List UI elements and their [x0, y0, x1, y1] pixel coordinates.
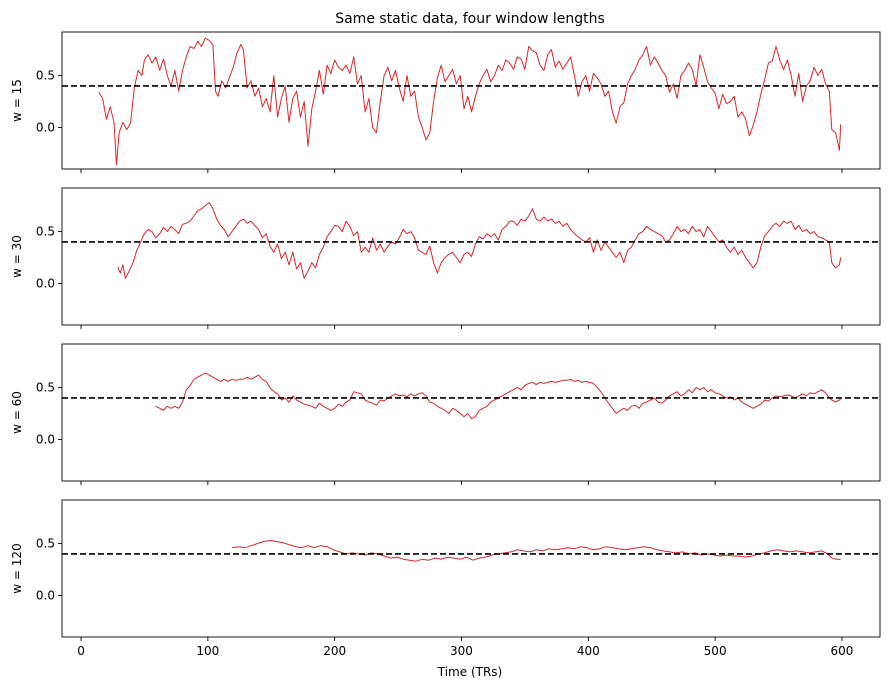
x-tick-label: 600 — [831, 644, 854, 658]
y-tick-label: 0.5 — [36, 69, 55, 83]
x-tick-label: 100 — [196, 644, 219, 658]
chart-title: Same static data, four window lengths — [335, 11, 605, 27]
y-axis-label: w = 120 — [10, 543, 24, 593]
axes-frame — [61, 187, 881, 326]
y-tick-label: 0.0 — [36, 588, 55, 602]
y-axis-label: w = 30 — [10, 235, 24, 278]
series-line — [155, 372, 842, 420]
y-tick-label: 0.5 — [36, 537, 55, 551]
y-tick-label: 0.0 — [36, 120, 55, 134]
y-tick-label: 0.5 — [36, 381, 55, 395]
series-line — [231, 540, 841, 562]
x-tick-label: 0 — [77, 644, 85, 658]
panel-3: 0.0 0.5 w = 60 — [10, 343, 881, 485]
panel-4: 0.0 0.5 0 100 200 300 400 500 600 w = 120 — [10, 499, 881, 658]
y-tick-label: 0.5 — [36, 225, 55, 239]
x-tick-label: 400 — [577, 644, 600, 658]
y-axis-label: w = 60 — [10, 391, 24, 434]
x-axis-label: Time (TRs) — [437, 665, 502, 679]
x-tick-label: 500 — [704, 644, 727, 658]
x-tick-label: 300 — [450, 644, 473, 658]
y-tick-label: 0.0 — [36, 276, 55, 290]
x-tick-label: 200 — [323, 644, 346, 658]
axes-frame — [61, 499, 881, 638]
panel-2: 0.0 0.5 w = 30 — [10, 187, 881, 329]
series-line — [98, 37, 842, 166]
y-axis-label: w = 15 — [10, 79, 24, 122]
axes-frame — [61, 343, 881, 482]
y-tick-label: 0.0 — [36, 432, 55, 446]
panel-1: 0.0 0.5 w = 15 — [10, 31, 881, 173]
axes-frame — [61, 31, 881, 170]
series-line — [117, 202, 842, 279]
panels: 0.00.5w = 150.00.5w = 300.00.5w = 600.00… — [10, 31, 881, 658]
